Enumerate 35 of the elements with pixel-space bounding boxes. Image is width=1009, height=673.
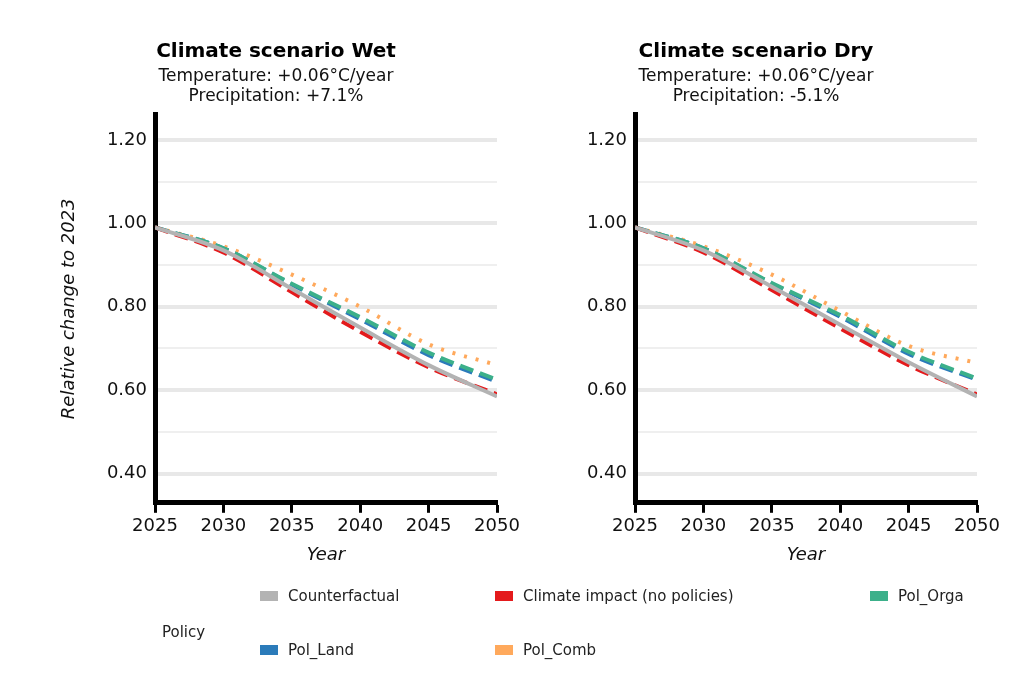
y-tick-label: 1.20	[106, 127, 147, 149]
legend-label: Counterfactual	[288, 587, 400, 605]
x-tick-label: 2050	[954, 514, 1000, 536]
legend-title: Policy	[162, 623, 206, 641]
y-tick-label: 1.00	[106, 210, 147, 232]
chart-title: Climate scenario Wet	[156, 38, 397, 63]
x-tick-label: 2035	[748, 514, 795, 536]
x-tick-label: 2040	[817, 514, 864, 536]
y-tick-label: 0.40	[106, 461, 147, 483]
chart-title: Climate scenario Dry	[638, 38, 874, 63]
y-tick-label: 1.20	[586, 127, 627, 149]
legend-label: Pol_Comb	[523, 641, 597, 659]
legend-label: Pol_Orga	[898, 587, 964, 605]
x-tick-label: 2030	[200, 514, 247, 536]
y-tick-label: 0.60	[586, 377, 627, 399]
x-tick-label: 2025	[612, 514, 658, 536]
y-tick-label: 0.80	[586, 294, 627, 316]
y-tick-label: 0.60	[106, 377, 147, 399]
y-tick-label: 0.40	[586, 461, 627, 483]
y-tick-label: 1.00	[586, 210, 627, 232]
y-tick-label: 0.80	[106, 294, 147, 316]
x-tick-label: 2025	[132, 514, 178, 536]
chart-subtitle: Temperature: +0.06°C/year Precipitation: -5.1%	[637, 64, 874, 106]
x-tick-label: 2035	[268, 514, 315, 536]
x-axis-title: Year	[786, 542, 827, 564]
x-tick-label: 2030	[680, 514, 727, 536]
legend-label: Climate impact (no policies)	[523, 587, 734, 605]
x-tick-label: 2040	[337, 514, 384, 536]
x-tick-label: 2050	[474, 514, 520, 536]
chart-subtitle: Temperature: +0.06°C/year Precipitation: +7.1%	[157, 64, 394, 106]
legend-label: Pol_Land	[288, 641, 354, 659]
x-tick-label: 2045	[885, 514, 932, 536]
x-axis-title: Year	[306, 542, 347, 564]
x-tick-label: 2045	[405, 514, 452, 536]
y-axis-title: Relative change to 2023	[57, 198, 79, 420]
